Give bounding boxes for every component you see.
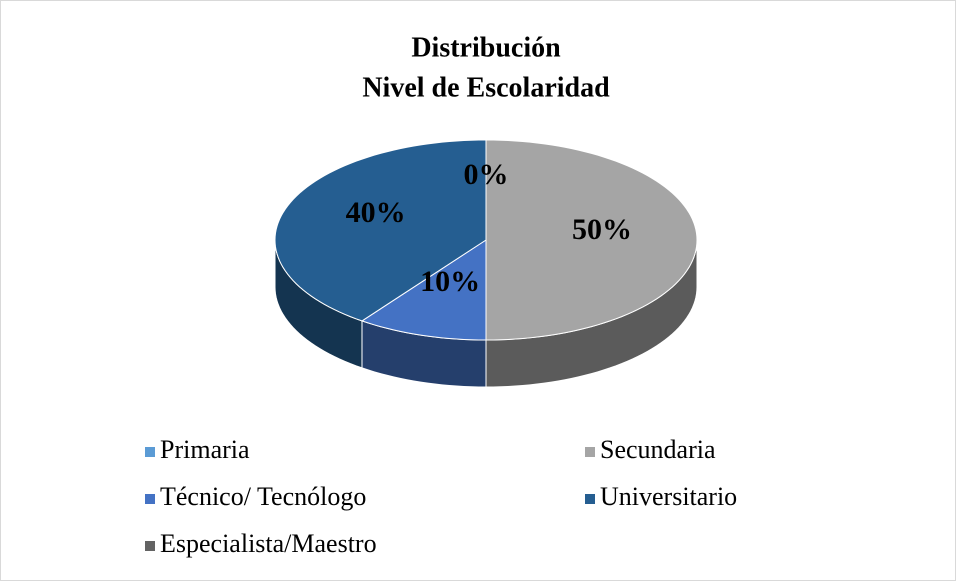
pie-slice	[485, 139, 698, 341]
legend-swatch	[145, 447, 155, 457]
legend-swatch	[145, 494, 155, 504]
pie-slice	[274, 139, 487, 322]
legend-swatch	[145, 541, 155, 551]
legend-label: Especialista/Maestro	[160, 529, 377, 558]
legend-label: Secundaria	[600, 435, 716, 464]
data-label: 10%	[420, 265, 480, 298]
legend-label: Primaria	[160, 435, 250, 464]
legend-label: Técnico/ Tecnólogo	[160, 482, 366, 511]
legend-label: Universitario	[600, 482, 737, 511]
pie-slice	[360, 239, 487, 341]
chart-title: Distribución	[411, 32, 561, 63]
legend-swatch	[585, 494, 595, 504]
legend-swatch	[585, 447, 595, 457]
data-label: 50%	[572, 213, 632, 246]
chart-subtitle: Nivel de Escolaridad	[362, 72, 610, 103]
data-label: 0%	[464, 158, 509, 191]
data-label: 40%	[346, 196, 406, 229]
